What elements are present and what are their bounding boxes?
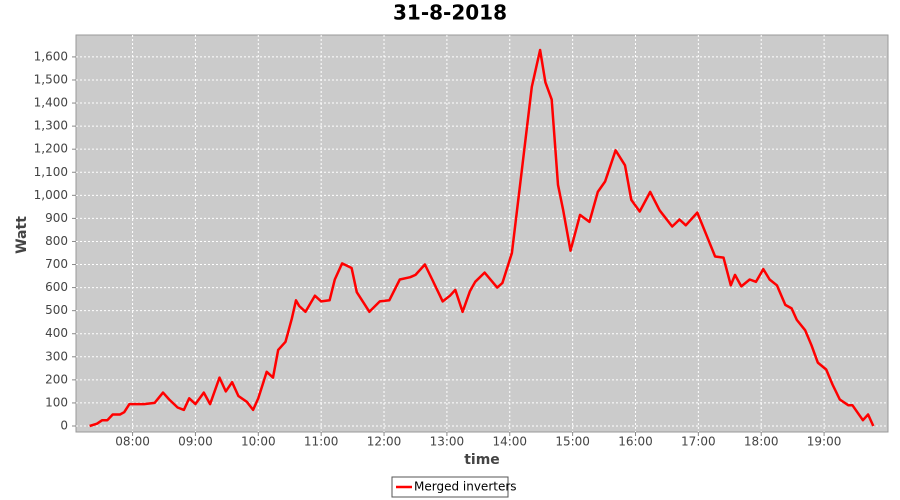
y-tick-label: 1,600: [34, 49, 68, 63]
y-tick-label: 600: [45, 280, 68, 294]
y-tick-label: 1,400: [34, 96, 68, 110]
y-tick-label: 1,500: [34, 72, 68, 86]
x-tick-label: 16:00: [618, 435, 653, 449]
y-tick-label: 0: [60, 419, 68, 433]
y-tick-label: 1,100: [34, 165, 68, 179]
x-tick-label: 15:00: [555, 435, 590, 449]
y-tick-label: 100: [45, 395, 68, 409]
plot-area: [75, 34, 889, 433]
x-axis-label: time: [464, 452, 500, 468]
y-tick-label: 900: [45, 211, 68, 225]
y-axis-label: Watt: [14, 216, 30, 254]
y-tick-label: 700: [45, 257, 68, 271]
x-tick-label: 08:00: [115, 435, 150, 449]
y-tick-label: 1,000: [34, 188, 68, 202]
y-tick-label: 1,200: [34, 142, 68, 156]
x-tick-label: 09:00: [178, 435, 213, 449]
y-tick-label: 500: [45, 303, 68, 317]
x-tick-label: 17:00: [681, 435, 716, 449]
y-tick-label: 300: [45, 349, 68, 363]
y-tick-label: 400: [45, 326, 68, 340]
y-tick-label: 800: [45, 234, 68, 248]
data-line: [89, 48, 875, 428]
x-tick-label: 18:00: [744, 435, 779, 449]
x-tick-label: 11:00: [304, 435, 339, 449]
y-tick-label: 200: [45, 372, 68, 386]
chart-title: 31-8-2018: [393, 1, 507, 25]
legend-label: Merged inverters: [414, 480, 517, 494]
x-tick-label: 19:00: [807, 435, 842, 449]
x-tick-label: 10:00: [241, 435, 276, 449]
x-tick-label: 13:00: [430, 435, 465, 449]
legend: [391, 476, 509, 498]
x-tick-label: 14:00: [492, 435, 527, 449]
x-tick-label: 12:00: [367, 435, 402, 449]
y-tick-label: 1,300: [34, 119, 68, 133]
